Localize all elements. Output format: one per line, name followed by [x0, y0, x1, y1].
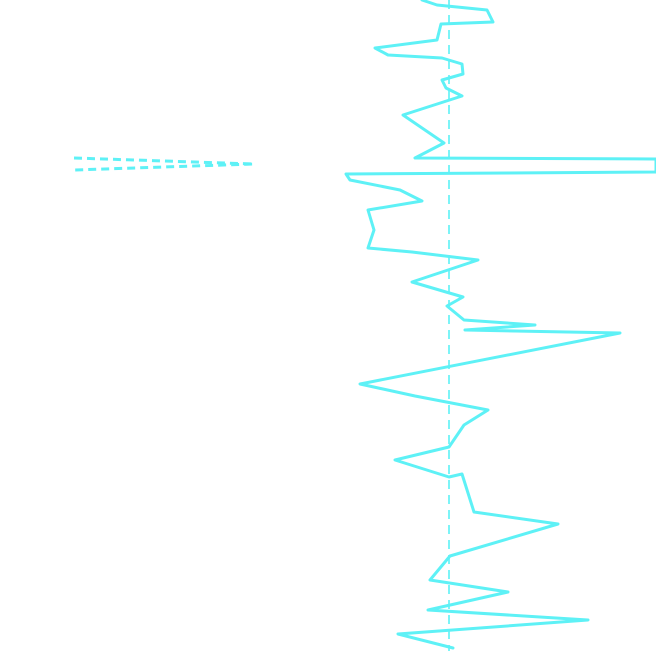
left-dashed-mark [73, 156, 256, 172]
trace-group [73, 0, 656, 651]
main-trace-line [344, 0, 656, 650]
